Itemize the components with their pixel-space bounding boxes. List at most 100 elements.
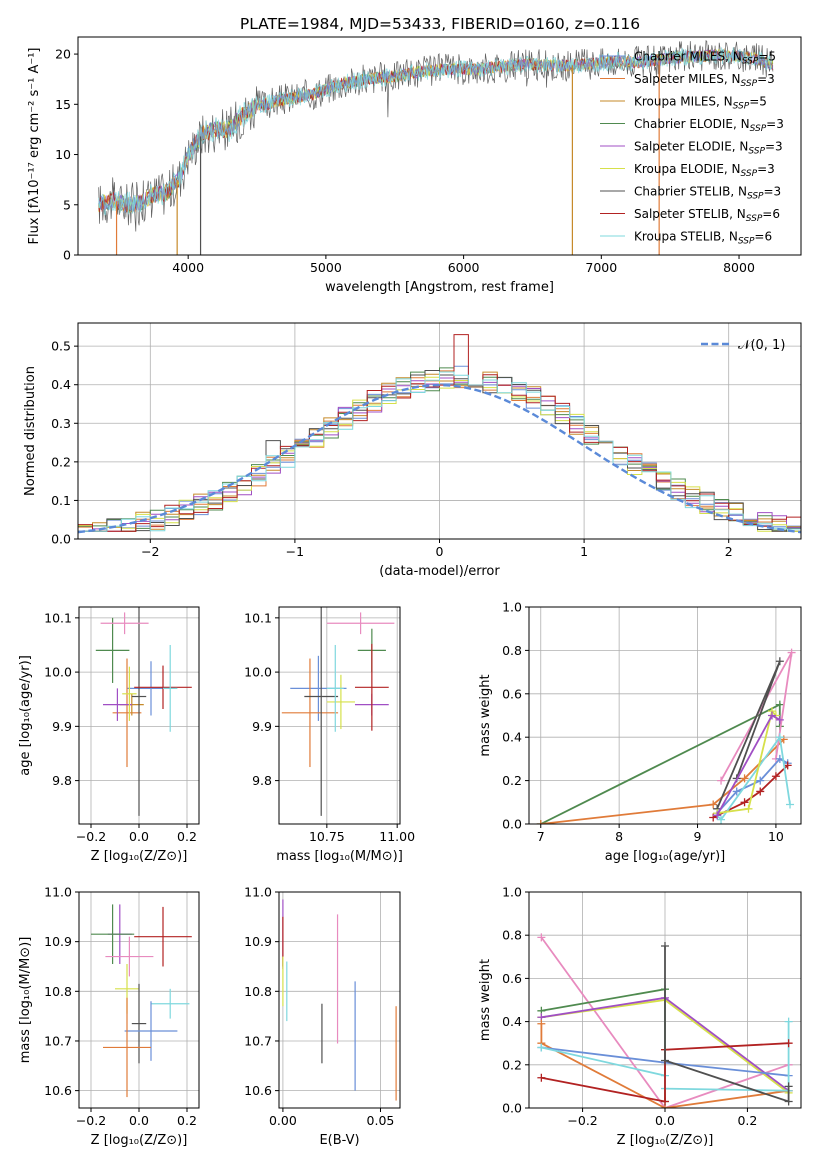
errorbar-point xyxy=(103,997,151,1098)
series-marker xyxy=(771,772,780,781)
x-tick-label: −2 xyxy=(141,544,159,559)
axes-massweight_vs_Z: −0.2 0.0 0.2 0.0 0.2 0.4 0.6 0.8 1.0 Z [log₁₀(Z/Z… xyxy=(478,885,802,1148)
x-axis-label: age [log₁₀(age/yr)] xyxy=(605,849,726,864)
series-marker xyxy=(756,787,765,796)
y-axis-label: Normed distribution xyxy=(23,366,38,496)
series-line-salpeter_stelib xyxy=(541,1042,789,1103)
series-marker xyxy=(536,820,545,824)
series-line-kroupa_elodie xyxy=(716,709,777,814)
plot-area xyxy=(95,607,192,816)
x-tick-label: 8 xyxy=(615,829,623,844)
y-tick-label: 1.0 xyxy=(502,600,522,615)
series-line-chabrier_elodie xyxy=(541,988,666,1102)
x-tick-label: 4000 xyxy=(172,260,204,275)
errorbar-point xyxy=(354,643,389,731)
y-tick-label: 10.7 xyxy=(44,1033,72,1048)
y-tick-label: 0.2 xyxy=(51,454,71,469)
y-axis-label: mass [log₁₀(M/M⊙)] xyxy=(18,937,33,1064)
x-tick-label: 0.05 xyxy=(367,1113,395,1128)
x-tick-label: 1 xyxy=(580,544,588,559)
errorbar-point xyxy=(304,607,339,816)
errorbar-point xyxy=(326,644,344,732)
x-tick-label: 0.0 xyxy=(129,1113,149,1128)
x-tick-label: 0.2 xyxy=(177,1113,197,1128)
x-axis-label: (data-model)/error xyxy=(379,564,500,579)
plot-area xyxy=(282,899,397,1101)
errorbar-point xyxy=(281,658,339,768)
series-marker xyxy=(784,1082,793,1091)
errorbar-point xyxy=(151,988,190,1019)
y-tick-label: 9.8 xyxy=(252,773,272,788)
y-tick-label: 20 xyxy=(55,47,71,62)
errorbar-point xyxy=(95,617,130,683)
x-axis-label: Z [log₁₀(Z/Z⊙)] xyxy=(91,1133,188,1148)
y-tick-label: 0.1 xyxy=(51,493,71,508)
legend-label: Salpeter ELODIE, NSSP=3 xyxy=(634,140,783,157)
y-tick-label: 10 xyxy=(55,147,71,162)
series-marker xyxy=(661,1056,669,1065)
y-tick-label: 11.0 xyxy=(44,885,72,900)
y-tick-label: 0.0 xyxy=(502,817,522,832)
y-tick-label: 10.6 xyxy=(244,1083,272,1098)
figure-title: PLATE=1984, MJD=53433, FIBERID=0160, z=0… xyxy=(240,15,640,33)
y-tick-label: 0.4 xyxy=(51,377,71,392)
series-line-salpeter_miles xyxy=(540,1023,789,1108)
plot-area xyxy=(91,904,192,1098)
axes-frame xyxy=(278,891,401,1109)
series-marker xyxy=(537,1019,546,1028)
x-tick-label: 0 xyxy=(436,544,444,559)
x-axis-label: E(B-V) xyxy=(319,1133,359,1148)
y-tick-label: 10.0 xyxy=(44,665,72,680)
axes-massweight_vs_age: 7 8 9 10 0.0 0.2 0.4 0.6 0.8 1.0 age [log₁₀(age/yr… xyxy=(478,600,802,864)
x-tick-label: 2 xyxy=(725,544,733,559)
errorbar-point xyxy=(131,983,147,1064)
plot-area xyxy=(537,933,793,1108)
series-marker xyxy=(787,648,796,657)
errorbar-point xyxy=(103,688,132,721)
y-tick-label: 0.2 xyxy=(502,773,522,788)
y-tick-label: 0.4 xyxy=(502,730,522,745)
x-tick-label: 7 xyxy=(537,829,545,844)
y-tick-label: 0.5 xyxy=(51,339,71,354)
axes-frame xyxy=(528,606,802,825)
y-tick-label: 9.8 xyxy=(52,773,72,788)
series-marker xyxy=(661,1097,669,1106)
x-tick-label: 0.0 xyxy=(129,829,149,844)
plot-area xyxy=(536,648,796,824)
series-marker xyxy=(740,774,749,783)
series-marker xyxy=(767,711,776,720)
x-tick-label: 0.0 xyxy=(655,1113,675,1128)
spectrum-line-kroupa_stelib xyxy=(98,47,773,216)
series-marker xyxy=(786,800,795,809)
x-tick-label: 8000 xyxy=(723,260,755,275)
series-marker xyxy=(661,942,669,950)
series-line-pink xyxy=(540,936,789,1108)
series-marker xyxy=(713,811,722,820)
x-tick-label: 5000 xyxy=(310,260,342,275)
y-axis-label: mass weight xyxy=(478,674,493,756)
y-tick-label: 0 xyxy=(63,248,71,263)
y-tick-label: 10.7 xyxy=(244,1033,272,1048)
x-tick-label: 0.00 xyxy=(269,1113,297,1128)
x-axis-label: mass [log₁₀(M/M⊙)] xyxy=(276,849,403,864)
series-marker xyxy=(744,804,753,813)
series-marker xyxy=(537,1043,546,1052)
y-axis-label: age [log₁₀(age/yr)] xyxy=(18,655,33,776)
series-marker xyxy=(784,1039,793,1048)
series-marker xyxy=(756,776,765,785)
series-line-chabrier_stelib xyxy=(664,946,790,1103)
plot-area xyxy=(98,40,774,255)
x-tick-label: −1 xyxy=(286,544,304,559)
y-tick-label: 10.6 xyxy=(44,1083,72,1098)
series-marker xyxy=(784,1097,793,1106)
x-tick-label: 11.00 xyxy=(379,829,415,844)
x-axis-label: Z [log₁₀(Z/Z⊙)] xyxy=(617,1133,714,1148)
y-axis-label: Flux [fλ10⁻¹⁷ erg cm⁻² s⁻¹ A⁻¹] xyxy=(27,48,42,245)
legend-label: Chabrier MILES, NSSP=5 xyxy=(634,50,776,67)
histogram-kroupa_stelib xyxy=(78,371,801,532)
errorbar-point xyxy=(124,1001,178,1061)
spectrum-line-chabrier_miles xyxy=(98,49,774,213)
y-tick-label: 9.9 xyxy=(52,719,72,734)
x-tick-label: −0.2 xyxy=(76,1113,106,1128)
